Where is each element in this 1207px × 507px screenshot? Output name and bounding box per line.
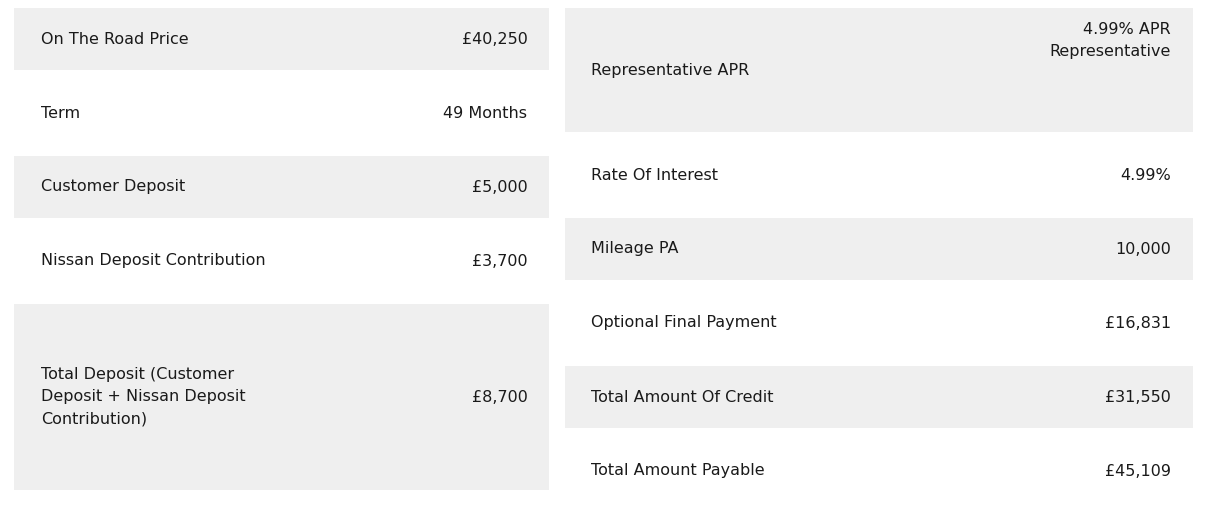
Text: Total Deposit (Customer
Deposit + Nissan Deposit
Contribution): Total Deposit (Customer Deposit + Nissan…	[41, 367, 246, 427]
Text: £31,550: £31,550	[1104, 389, 1171, 405]
Text: £3,700: £3,700	[472, 254, 527, 269]
Text: £16,831: £16,831	[1104, 315, 1171, 331]
Text: Nissan Deposit Contribution: Nissan Deposit Contribution	[41, 254, 266, 269]
Bar	[565, 8, 1193, 132]
Bar	[565, 366, 1193, 428]
Text: £45,109: £45,109	[1104, 463, 1171, 479]
Text: Term: Term	[41, 105, 80, 121]
Bar	[565, 218, 1193, 280]
Text: Optional Final Payment: Optional Final Payment	[591, 315, 777, 331]
Text: Customer Deposit: Customer Deposit	[41, 179, 186, 195]
Text: £8,700: £8,700	[472, 389, 527, 405]
Text: On The Road Price: On The Road Price	[41, 31, 188, 47]
Text: Representative APR: Representative APR	[591, 62, 750, 78]
Text: Mileage PA: Mileage PA	[591, 241, 678, 257]
Text: Total Amount Of Credit: Total Amount Of Credit	[591, 389, 774, 405]
Bar	[14, 304, 549, 490]
Text: Total Amount Payable: Total Amount Payable	[591, 463, 765, 479]
Text: £5,000: £5,000	[472, 179, 527, 195]
Text: 10,000: 10,000	[1115, 241, 1171, 257]
Text: 4.99%: 4.99%	[1120, 167, 1171, 183]
Text: £40,250: £40,250	[461, 31, 527, 47]
Bar	[14, 8, 549, 70]
Text: 4.99% APR
Representative: 4.99% APR Representative	[1049, 22, 1171, 59]
Bar	[14, 156, 549, 218]
Text: Rate Of Interest: Rate Of Interest	[591, 167, 718, 183]
Text: 49 Months: 49 Months	[443, 105, 527, 121]
